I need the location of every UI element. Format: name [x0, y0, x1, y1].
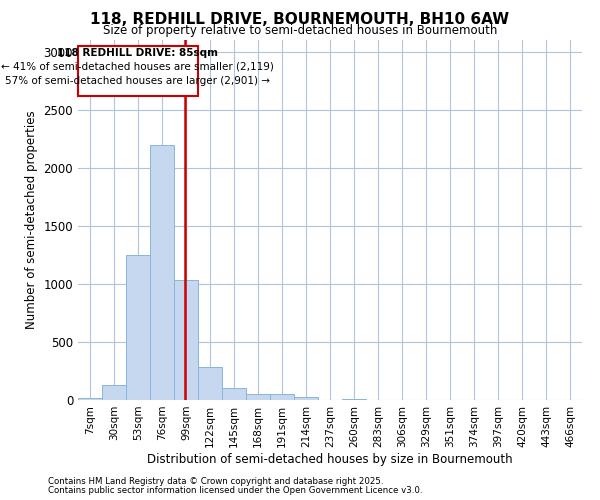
Bar: [102, 385, 126, 400]
Bar: [222, 388, 246, 400]
X-axis label: Distribution of semi-detached houses by size in Bournemouth: Distribution of semi-detached houses by …: [147, 452, 513, 466]
Text: 118, REDHILL DRIVE, BOURNEMOUTH, BH10 6AW: 118, REDHILL DRIVE, BOURNEMOUTH, BH10 6A…: [91, 12, 509, 28]
Bar: [78, 398, 102, 400]
Text: Contains HM Land Registry data © Crown copyright and database right 2025.: Contains HM Land Registry data © Crown c…: [48, 477, 383, 486]
Y-axis label: Number of semi-detached properties: Number of semi-detached properties: [25, 110, 38, 330]
Bar: [126, 255, 150, 400]
Text: Size of property relative to semi-detached houses in Bournemouth: Size of property relative to semi-detach…: [103, 24, 497, 37]
Bar: [246, 394, 270, 400]
FancyBboxPatch shape: [78, 46, 197, 96]
Text: 118 REDHILL DRIVE: 85sqm: 118 REDHILL DRIVE: 85sqm: [57, 48, 218, 58]
Text: ← 41% of semi-detached houses are smaller (2,119): ← 41% of semi-detached houses are smalle…: [1, 62, 274, 72]
Bar: [198, 367, 222, 400]
Text: 57% of semi-detached houses are larger (2,901) →: 57% of semi-detached houses are larger (…: [5, 76, 270, 86]
Bar: [294, 397, 318, 400]
Bar: [342, 399, 366, 400]
Bar: [174, 280, 198, 400]
Bar: [270, 394, 294, 400]
Bar: [150, 144, 174, 400]
Text: Contains public sector information licensed under the Open Government Licence v3: Contains public sector information licen…: [48, 486, 422, 495]
